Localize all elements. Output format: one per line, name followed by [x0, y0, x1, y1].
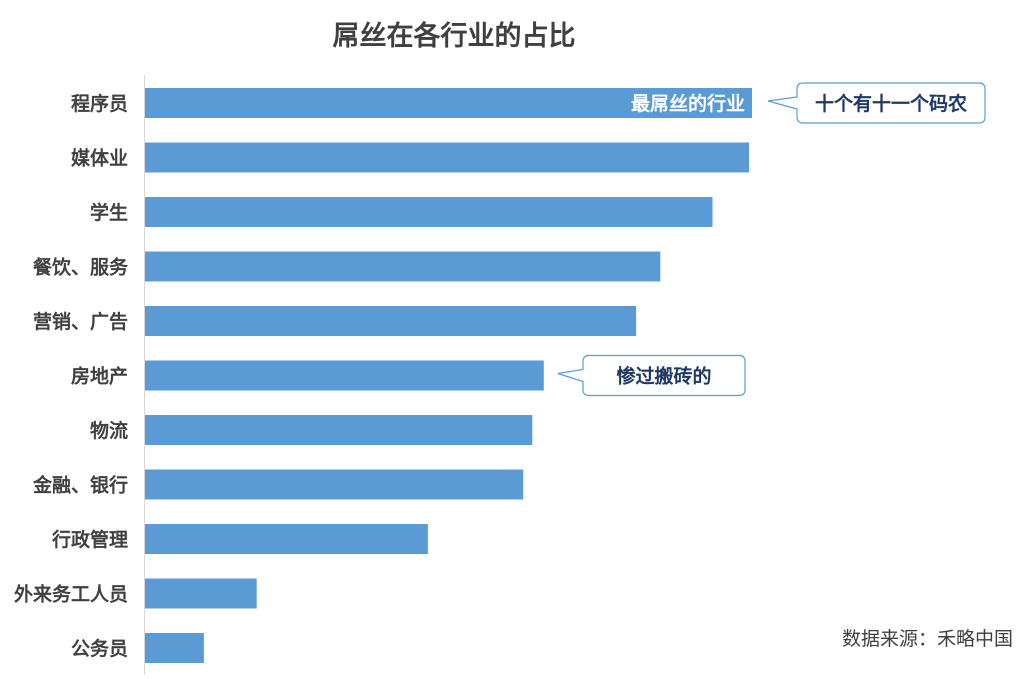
bar-7 — [145, 469, 524, 500]
bar-10 — [145, 633, 204, 663]
callout-bubble-2 — [557, 354, 746, 397]
category-labels-group: 程序员媒体业学生餐饮、服务营销、广告房地产物流金融、银行行政管理外来务工人员公务… — [14, 92, 129, 660]
category-label-5: 房地产 — [71, 365, 128, 388]
bar-5 — [145, 360, 544, 391]
category-label-8: 行政管理 — [51, 528, 128, 551]
callout-text-2: 惨过搬砖的 — [616, 365, 711, 388]
category-label-2: 学生 — [90, 201, 128, 224]
bar-4 — [145, 306, 637, 336]
bar-1 — [145, 142, 749, 173]
in-bar-annotation: 最屌丝的行业 — [631, 92, 745, 115]
source-note: 数据来源：禾略中国 — [842, 628, 1013, 650]
category-label-4: 营销、广告 — [33, 310, 128, 333]
bar-2 — [145, 197, 713, 227]
bar-3 — [145, 251, 661, 282]
category-label-0: 程序员 — [71, 92, 128, 115]
bar-9 — [145, 578, 257, 609]
bar-0 — [145, 88, 752, 118]
category-label-7: 金融、银行 — [32, 474, 128, 497]
callout-text-1: 十个有十一个码农 — [815, 92, 967, 115]
category-label-1: 媒体业 — [71, 147, 128, 170]
category-label-6: 物流 — [90, 419, 128, 442]
callout-bubble-1 — [767, 82, 986, 124]
category-label-10: 公务员 — [71, 637, 128, 660]
category-label-3: 餐饮、服务 — [33, 256, 129, 279]
bars-group — [145, 88, 752, 663]
chart-title: 屌丝在各行业的占比 — [333, 20, 576, 52]
bar-6 — [145, 415, 533, 445]
category-label-9: 外来务工人员 — [14, 583, 128, 606]
bar-8 — [145, 524, 428, 554]
